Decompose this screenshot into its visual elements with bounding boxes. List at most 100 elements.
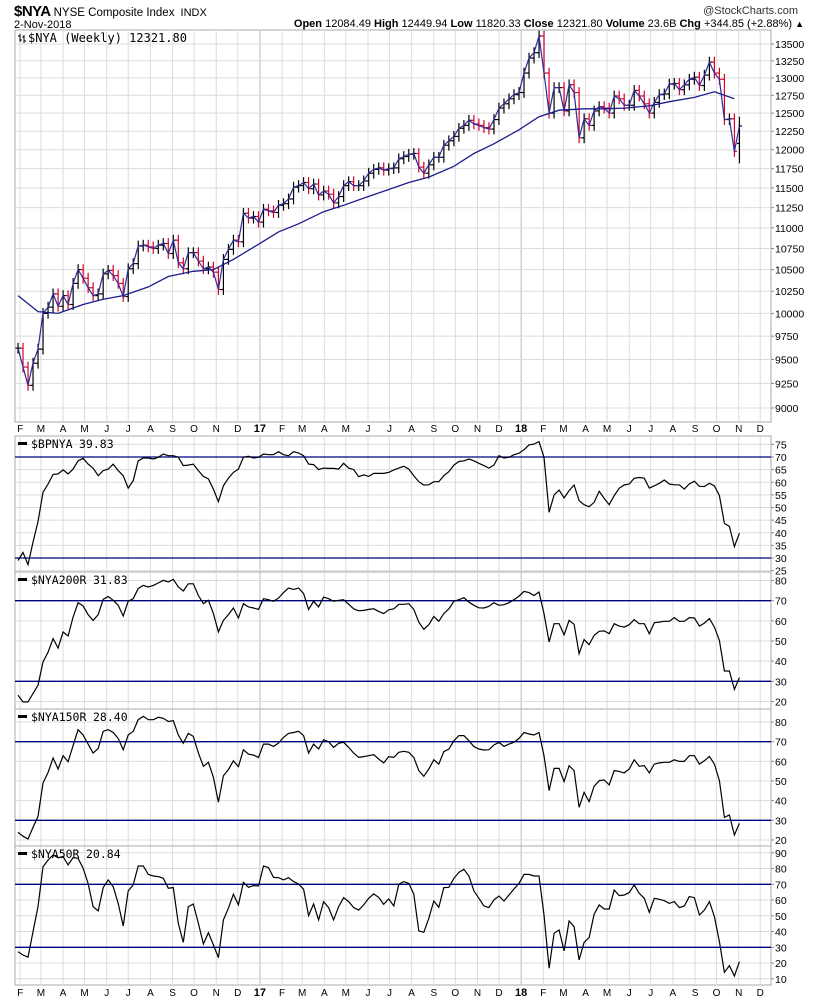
x-tick-label: F (17, 424, 23, 435)
x-tick-label: J (126, 988, 131, 999)
y-tick-label: 12000 (775, 145, 804, 157)
x-tick-label: N (474, 424, 481, 435)
y-tick-label: 11250 (775, 203, 804, 215)
y-tick-label: 40 (775, 528, 787, 540)
x-tick-label: N (213, 988, 220, 999)
high-label: High (374, 18, 399, 30)
x-tick-label: F (279, 424, 285, 435)
indicator-last-value: 31.83 (93, 573, 128, 587)
indicator-legend: $BPNYA 39.83 (18, 437, 114, 451)
y-tick-label: 50 (775, 636, 787, 648)
x-tick-label: A (321, 988, 328, 999)
x-tick-label: O (713, 988, 721, 999)
x-tick-label: N (474, 988, 481, 999)
legend-swatch-icon (18, 578, 27, 581)
x-tick-label: N (213, 424, 220, 435)
y-tick-label: 10 (775, 974, 787, 986)
y-tick-label: 11000 (775, 223, 804, 235)
indicator-nya50r: $NYA50R 20.84 (17, 847, 740, 978)
y-tick-label: 80 (775, 864, 787, 876)
index-name: NYSE Composite Index (53, 7, 175, 19)
quote-summary: Open 12084.49 High 12449.94 Low 11820.33… (294, 18, 804, 30)
indicator-nya150r: $NYA150R 28.40 (17, 710, 740, 840)
x-tick-label: M (342, 424, 350, 435)
symbol: $NYA (14, 3, 51, 20)
indicator-legend: $NYA50R 20.84 (18, 847, 121, 861)
indicator-name: $NYA50R (31, 847, 80, 861)
x-tick-label: J (387, 988, 392, 999)
close-line (17, 35, 740, 386)
x-tick-label: F (540, 424, 546, 435)
indicator-name: $NYA150R (31, 710, 86, 724)
indicator-last-value: 28.40 (93, 710, 128, 724)
panel-0: 9000 9250 9500 9750 10000 10250 10500 10750 1100… (14, 29, 804, 423)
y-tick-label: 60 (775, 616, 787, 628)
x-axis-bottom: F M A M J J A S O N D 17 F M A M J J A S O N D 18 F M A M J J A S O N D (17, 987, 764, 999)
x-tick-label: M (298, 424, 306, 435)
x-tick-label: D (234, 988, 241, 999)
close-label: Close (523, 18, 554, 30)
x-tick-label: O (713, 424, 721, 435)
chg-value: +344.85 (+2.88%) (703, 18, 793, 30)
x-tick-label: O (451, 988, 459, 999)
x-tick-label: M (80, 424, 88, 435)
y-tick-label: 10750 (775, 243, 804, 255)
x-tick-label: M (559, 424, 567, 435)
x-tick-label: A (321, 424, 328, 435)
x-tick-label: O (190, 424, 198, 435)
y-tick-label: 70 (775, 737, 787, 749)
x-tick-label: M (37, 424, 45, 435)
x-tick-label: A (60, 424, 67, 435)
x-tick-label: J (104, 988, 109, 999)
x-tick-label: J (648, 424, 653, 435)
open-label: Open (293, 18, 323, 30)
x-tick-label: D (757, 424, 764, 435)
x-tick-label: A (670, 424, 677, 435)
y-tick-label: 12750 (775, 90, 804, 102)
y-tick-label: 11500 (775, 183, 804, 195)
x-tick-label: S (169, 988, 176, 999)
y-tick-label: 9750 (775, 331, 799, 343)
ohlc-bar (736, 116, 742, 164)
moving-average-line (17, 91, 735, 315)
x-tick-label: 17 (254, 987, 266, 999)
y-tick-label: 70 (775, 452, 787, 464)
low-value: 11820.33 (475, 18, 521, 30)
y-tick-label: 10500 (775, 265, 804, 277)
indicator-last-value: 20.84 (86, 847, 121, 861)
y-tick-label: 11750 (775, 164, 804, 176)
price-series (15, 30, 742, 391)
y-tick-label: 9250 (775, 378, 799, 390)
x-tick-label: M (37, 988, 45, 999)
indicator-name: $BPNYA (31, 437, 73, 451)
panel-4: 10 20 30 40 50 60 70 80 90 (14, 845, 787, 986)
x-tick-label: F (17, 988, 23, 999)
x-tick-label: A (147, 424, 154, 435)
x-axis-top: F M A M J J A S O N D 17 F M A M J J A S O N D 18 F M A M J J A S O N D (17, 423, 764, 435)
chart-title: $NYA NYSE Composite Index INDX (14, 3, 207, 20)
x-tick-label: A (60, 988, 67, 999)
indicator-legend: $NYA150R 28.40 (18, 710, 128, 724)
x-tick-label: S (169, 424, 176, 435)
main-legend: $NYA (Weekly) 12321.80 (18, 31, 187, 45)
x-tick-label: 18 (515, 423, 527, 435)
chg-label: Chg (679, 18, 701, 30)
y-tick-label: 30 (775, 815, 787, 827)
y-tick-label: 30 (775, 942, 787, 954)
x-tick-label: D (495, 424, 502, 435)
x-tick-label: M (298, 988, 306, 999)
x-tick-label: D (495, 988, 502, 999)
x-tick-label: J (387, 424, 392, 435)
x-tick-label: A (582, 424, 589, 435)
up-arrow-icon: ▲ (795, 19, 804, 29)
indicator-line (17, 715, 740, 840)
open-value: 12084.49 (325, 18, 371, 30)
y-tick-label: 20 (775, 958, 787, 970)
x-tick-label: N (735, 424, 742, 435)
volume-value: 23.6B (647, 18, 677, 30)
x-tick-label: D (234, 424, 241, 435)
legend-swatch-icon (18, 852, 27, 855)
y-tick-label: 13000 (775, 73, 804, 85)
